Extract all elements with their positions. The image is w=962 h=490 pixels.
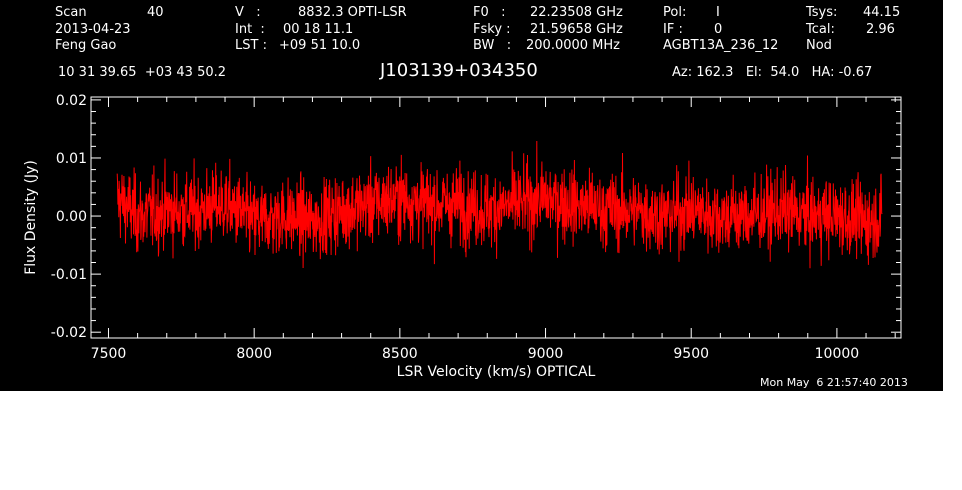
tsys-value: 44.15 [863, 5, 901, 20]
tsys-label: Tsys: [806, 5, 838, 20]
tcal-label: Tcal: [806, 22, 835, 37]
velocity-label: V : [235, 5, 261, 20]
if-label: IF : [663, 22, 683, 37]
if-value: 0 [714, 22, 723, 37]
fsky-label: Fsky : [473, 22, 511, 37]
x-tick-label: 8500 [382, 346, 418, 362]
y-tick-label: 0.02 [56, 93, 87, 109]
axis-ticks: 7500 8000 8500 9000 9500 10000 -0.02 -0.01 0.00 0… [51, 93, 901, 362]
x-tick-label: 9500 [673, 346, 709, 362]
pol-value: I [716, 5, 720, 20]
pol-label: Pol: [663, 5, 687, 20]
spectrum-series-line [116, 140, 883, 269]
y-tick-label: 0.01 [56, 151, 87, 167]
source-name: J103139+034350 [380, 60, 538, 81]
integration-label: Int : [235, 22, 265, 37]
y-tick-label: -0.01 [51, 267, 87, 283]
tcal-value: 2.96 [866, 22, 895, 37]
x-tick-label: 10000 [815, 346, 860, 362]
velocity-value: 8832.3 OPTI-LSR [298, 5, 407, 20]
f0-value: 22.23508 GHz [530, 5, 623, 20]
x-axis-label: LSR Velocity (km/s) OPTICAL [397, 364, 596, 380]
x-tick-label: 9000 [528, 346, 564, 362]
scan-value: 40 [147, 5, 164, 20]
observing-mode: Nod [806, 38, 832, 53]
x-tick-label: 7500 [91, 346, 127, 362]
plot-frame: Scan 40 2013-04-23 Feng Gao V : 8832.3 O… [0, 0, 943, 391]
spectrum-chart: 7500 8000 8500 9000 9500 10000 -0.02 -0.01 0.00 0… [23, 93, 902, 380]
source-coordinates: 10 31 39.65 +03 43 50.2 [58, 65, 227, 80]
y-tick-label: 0.00 [56, 209, 87, 225]
observer-name: Feng Gao [55, 38, 117, 53]
x-tick-label: 8000 [236, 346, 272, 362]
plot-timestamp: Mon May 6 21:57:40 2013 [760, 376, 908, 389]
y-axis-label: Flux Density (Jy) [23, 160, 39, 275]
observation-date: 2013-04-23 [55, 22, 131, 37]
bandwidth-value: 200.0000 MHz [526, 38, 620, 53]
f0-label: F0 : [473, 5, 506, 20]
lst-value: +09 51 10.0 [279, 38, 361, 53]
y-tick-label: -0.02 [51, 325, 87, 341]
fsky-value: 21.59658 GHz [530, 22, 623, 37]
scan-label: Scan [55, 5, 87, 20]
bandwidth-label: BW : [473, 38, 512, 53]
lst-label: LST : [235, 38, 267, 53]
project-id: AGBT13A_236_12 [663, 38, 779, 53]
series-layer [116, 140, 883, 269]
plot-area-border [90, 96, 902, 339]
integration-value: 00 18 11.1 [283, 22, 354, 37]
az-el-ha: Az: 162.3 El: 54.0 HA: -0.67 [672, 65, 873, 80]
